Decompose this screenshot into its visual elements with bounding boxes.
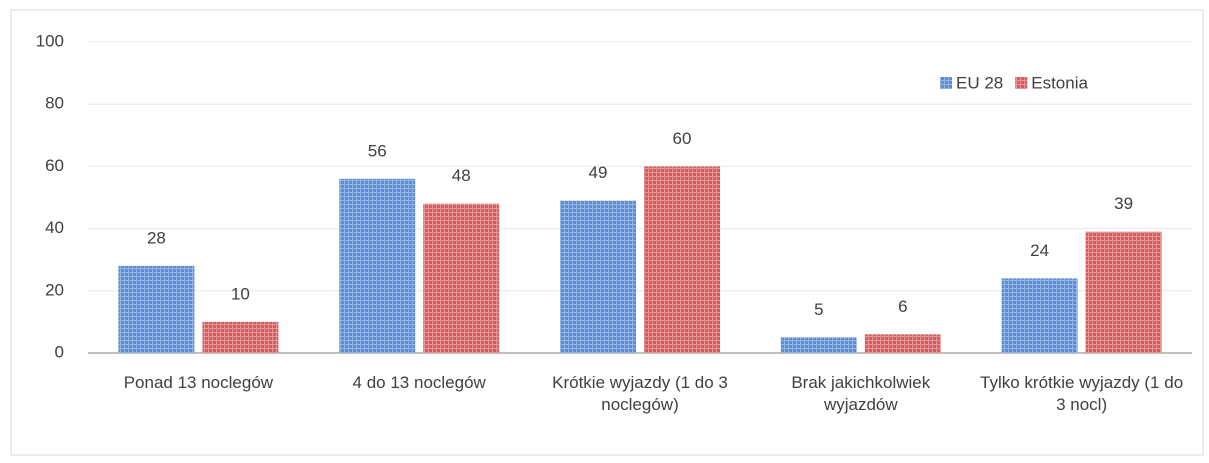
bar	[118, 265, 195, 353]
bar	[644, 166, 720, 353]
y-tick-label: 0	[55, 342, 64, 361]
data-label: 5	[814, 300, 823, 319]
x-tick-label: Brak jakichkolwiek wyjazdów	[791, 373, 931, 414]
bar	[864, 334, 941, 353]
data-label: 10	[231, 284, 250, 303]
x-tick-label: Tylko krótkie wyjazdy (1 do 3 nocl)	[980, 373, 1184, 414]
y-tick-label: 60	[45, 156, 64, 175]
y-tick-label: 80	[45, 94, 64, 113]
legend-swatch	[1015, 77, 1028, 89]
y-tick-label: 20	[45, 280, 64, 299]
bar	[560, 200, 636, 353]
data-label: 60	[673, 129, 692, 148]
bar	[1001, 278, 1078, 353]
data-label: 24	[1030, 241, 1049, 260]
chart-border	[10, 9, 1204, 456]
x-tick-label: Krótkie wyjazdy (1 do 3 noclegów)	[552, 373, 728, 414]
data-label: 48	[452, 166, 471, 185]
legend-swatch	[940, 77, 952, 89]
legend-label: EU 28	[956, 73, 1003, 92]
x-tick-label: Ponad 13 noclegów	[123, 373, 274, 392]
x-tick-label: 4 do 13 noclegów	[352, 373, 486, 392]
y-tick-label: 40	[45, 218, 64, 237]
data-label: 6	[898, 297, 907, 316]
bar	[1085, 231, 1162, 353]
bar	[780, 337, 857, 353]
bar	[202, 321, 279, 353]
legend-label: Estonia	[1031, 73, 1088, 92]
data-label: 49	[589, 163, 608, 182]
y-tick-label: 100	[36, 31, 64, 50]
data-label: 28	[147, 228, 166, 247]
bar	[423, 203, 500, 353]
bar	[339, 178, 416, 353]
data-label: 56	[368, 141, 387, 160]
data-label: 39	[1114, 194, 1133, 213]
